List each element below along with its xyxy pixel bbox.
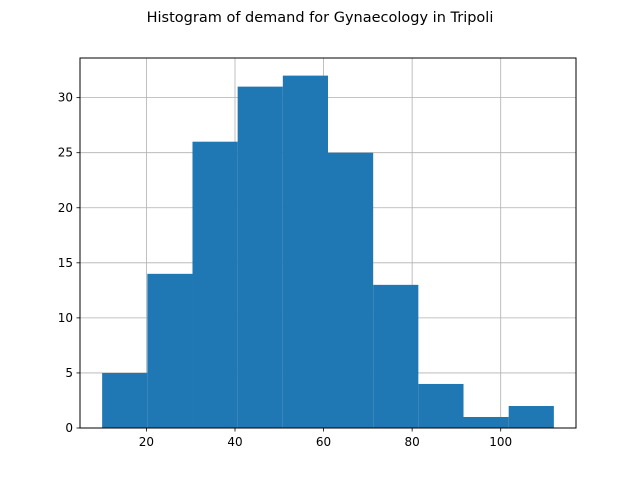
y-tick-label: 30 bbox=[58, 91, 73, 105]
histogram-bar bbox=[373, 284, 419, 428]
y-tick-label: 25 bbox=[58, 146, 73, 160]
y-axis-ticks: 0 5 10 15 20 25 30 bbox=[58, 91, 80, 435]
x-tick-label: 60 bbox=[316, 435, 331, 449]
histogram-bar bbox=[147, 273, 193, 428]
histogram-bar bbox=[508, 405, 554, 428]
histogram-bar bbox=[237, 86, 283, 428]
histogram-bar bbox=[102, 372, 148, 428]
x-tick-label: 20 bbox=[139, 435, 154, 449]
x-tick-label: 40 bbox=[227, 435, 242, 449]
histogram-bar bbox=[282, 75, 328, 428]
chart-title: Histogram of demand for Gynaecology in T… bbox=[147, 10, 494, 26]
y-tick-label: 0 bbox=[65, 421, 73, 435]
histogram-bar bbox=[192, 141, 238, 428]
plot-frame bbox=[79, 57, 577, 429]
y-tick-label: 10 bbox=[58, 311, 73, 325]
histogram-bar bbox=[418, 383, 464, 428]
x-axis-ticks: 20 40 60 80 100 bbox=[139, 428, 512, 449]
histogram-bar bbox=[463, 416, 509, 428]
y-tick-label: 20 bbox=[58, 201, 73, 215]
y-tick-label: 15 bbox=[58, 256, 73, 270]
y-tick-label: 5 bbox=[65, 366, 73, 380]
histogram-bar bbox=[328, 152, 374, 428]
x-tick-label: 100 bbox=[489, 435, 512, 449]
x-tick-label: 80 bbox=[405, 435, 420, 449]
histogram-bars bbox=[102, 75, 554, 428]
